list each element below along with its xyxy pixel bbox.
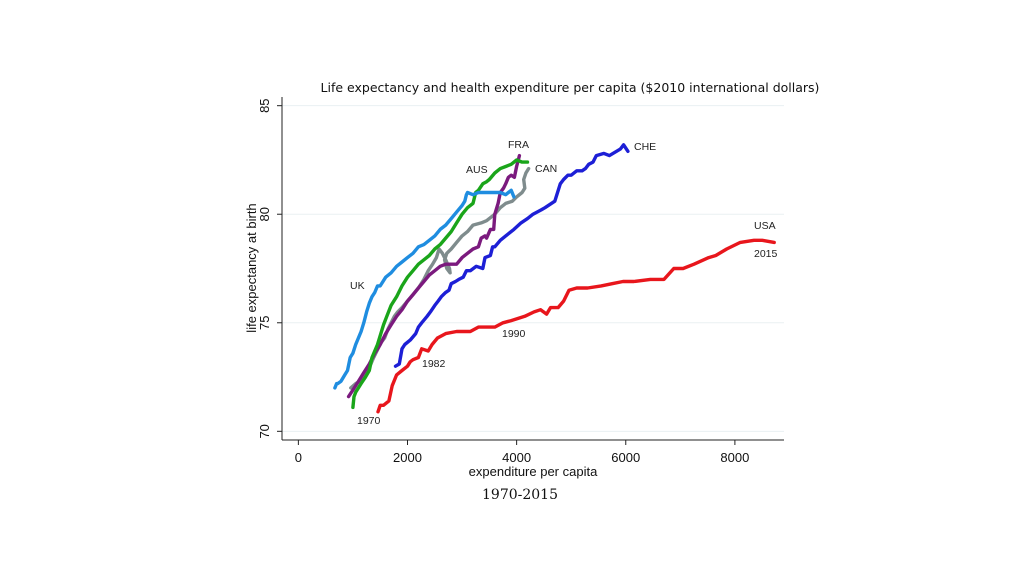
- x-tick-label: 8000: [720, 450, 749, 465]
- x-axis-label: expenditure per capita: [469, 464, 598, 479]
- series-label-fra: FRA: [508, 139, 529, 151]
- series-line-uk: [333, 188, 516, 390]
- y-tick-label: 80: [257, 207, 272, 221]
- year-label-1970: 1970: [357, 415, 381, 427]
- series-lines: [333, 143, 776, 414]
- series-label-aus: AUS: [466, 164, 488, 176]
- year-label-1990: 1990: [502, 328, 526, 340]
- x-tick-label: 4000: [502, 450, 531, 465]
- series-line-usa: [376, 238, 776, 414]
- series-line-fra: [346, 153, 522, 399]
- series-label-usa: USA: [754, 220, 776, 232]
- ticks: 70 75 80 85 0 2000 4000 6000 8000: [257, 98, 749, 465]
- x-tick-label: 0: [295, 450, 302, 465]
- y-tick-label: 70: [257, 424, 272, 438]
- y-tick-label: 85: [257, 98, 272, 112]
- series-label-che: CHE: [634, 141, 656, 153]
- axes: [281, 97, 784, 441]
- year-label-2015: 2015: [754, 248, 778, 260]
- series-line-che: [393, 143, 630, 368]
- series-line-can: [349, 166, 531, 390]
- chart-title: Life expectancy and health expenditure p…: [321, 80, 820, 95]
- series-line-aus: [351, 158, 530, 410]
- year-label-1982: 1982: [422, 358, 446, 370]
- y-axis-label: life expectancy at birth: [244, 203, 259, 332]
- series-label-uk: UK: [350, 280, 365, 292]
- x-tick-label: 2000: [393, 450, 422, 465]
- x-tick-label: 6000: [611, 450, 640, 465]
- y-tick-label: 75: [257, 316, 272, 330]
- series-label-can: CAN: [535, 163, 557, 175]
- series-labels: USA CHE CAN FRA AUS UK 1970 1982 1990 20…: [350, 139, 778, 427]
- chart-subtitle: 1970-2015: [482, 487, 558, 503]
